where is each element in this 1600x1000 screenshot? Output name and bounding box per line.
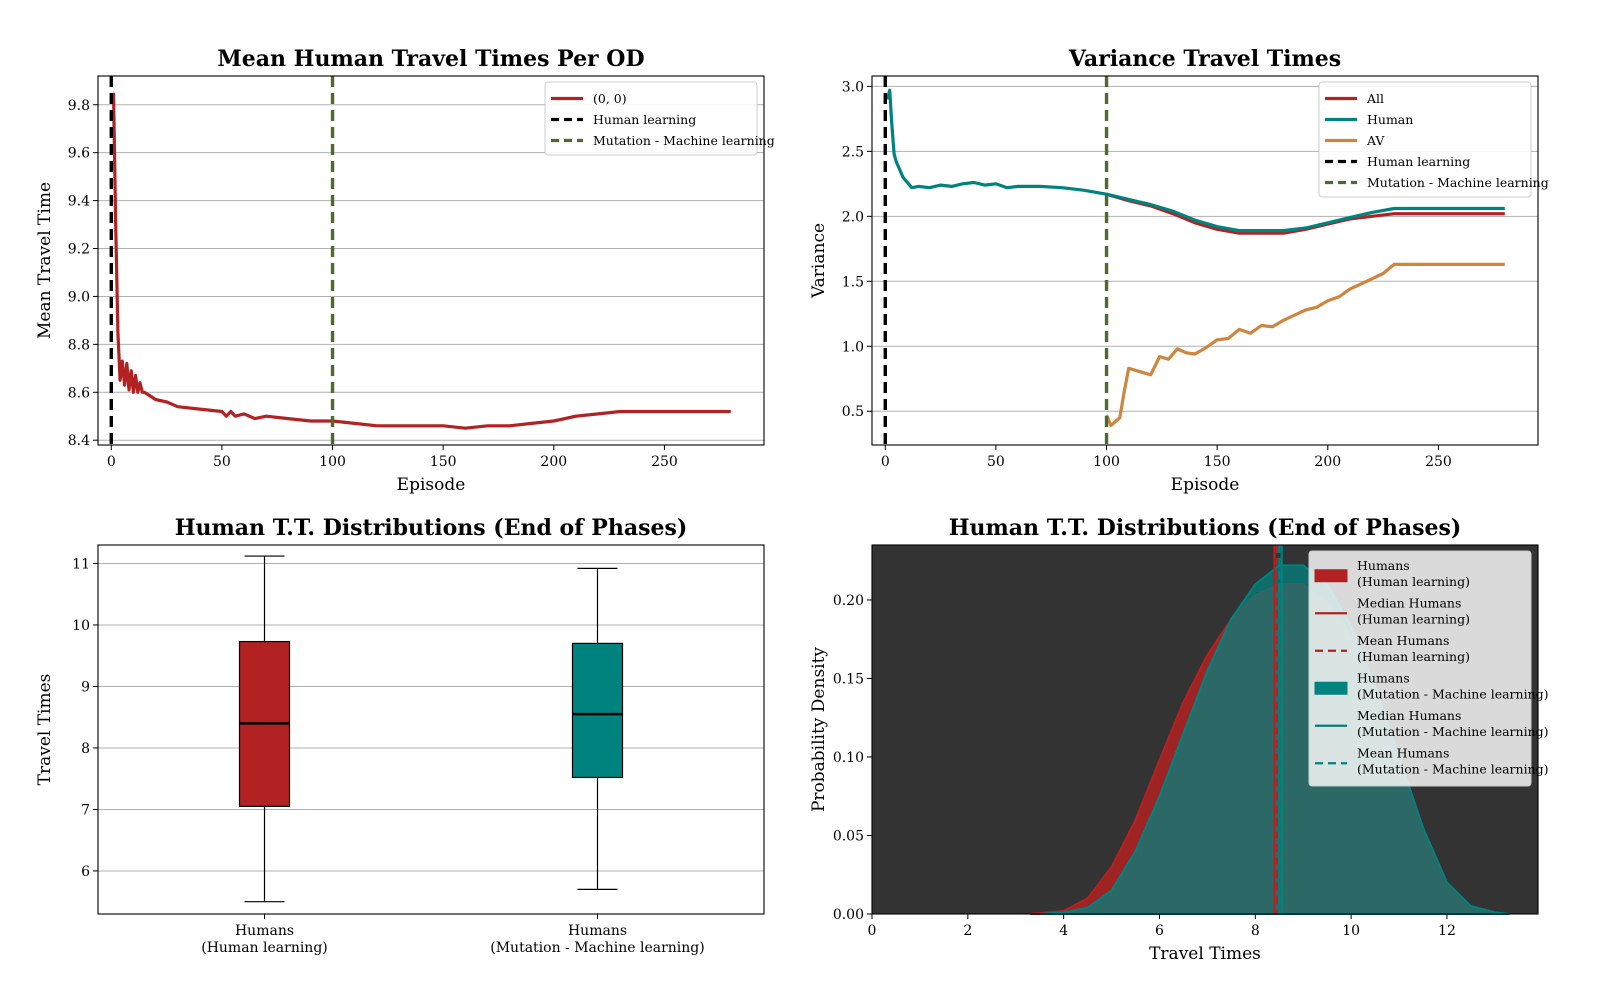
y-tick-label: 9 [81,679,90,695]
x-tick-label: 100 [1093,454,1120,470]
y-tick-label: 10 [72,618,90,634]
y-tick-label: 3.0 [842,79,864,95]
y-tick-label: 2.5 [842,144,864,160]
legend-box [544,81,758,156]
legend-label: Human learning [593,112,696,127]
y-tick-label: 8.6 [68,385,90,401]
x-tick-label: 150 [1204,454,1231,470]
x-axis-label: Episode [397,475,466,495]
x-tick-label: 2 [963,923,972,939]
chart-title: Variance Travel Times [1068,46,1341,72]
y-tick-label: 8.4 [68,433,90,449]
x-tick-label: 200 [540,454,567,470]
legend-label: Mutation - Machine learning [1367,175,1549,190]
legend-box [1318,81,1532,198]
chart-title: Human T.T. Distributions (End of Phases) [949,515,1462,541]
x-tick-label: Humans [235,923,294,939]
x-tick-label: 8 [1251,923,1260,939]
legend-label: Humans (Human learning) [1357,558,1470,589]
legend-label: Mean Humans (Human learning) [1357,633,1470,664]
legend-label: Median Humans (Mutation - Machine learnin… [1357,708,1549,739]
x-tick-label: Humans [568,923,627,939]
x-tick-label: 0 [107,454,116,470]
legend-box [1308,550,1532,787]
x-axis-label: Travel Times [1149,944,1261,964]
x-tick-label: 250 [1425,454,1452,470]
plot-frame [871,544,1539,915]
y-tick-label: 1.0 [842,339,864,355]
y-tick-label: 6 [81,864,90,880]
x-tick-label: 50 [987,454,1005,470]
y-tick-label: 8.8 [68,337,90,353]
y-tick-label: 9.6 [68,146,90,162]
x-tick-label: 100 [319,454,346,470]
y-tick-label: 7 [81,802,90,818]
legend-label: (0, 0) [593,91,627,106]
plot-frame [97,544,765,915]
legend-label: Mean Humans (Mutation - Machine learning) [1357,746,1549,777]
x-tick-label: 250 [651,454,678,470]
x-tick-label: 50 [213,454,231,470]
y-tick-label: 0.15 [833,671,864,687]
x-tick-label: 4 [1059,923,1068,939]
legend-label: Human learning [1367,154,1470,169]
legend-label: Mutation - Machine learning [593,133,775,148]
y-axis-label: Probability Density [809,647,829,812]
chart-title: Mean Human Travel Times Per OD [217,46,644,72]
y-tick-label: 9.8 [68,98,90,114]
y-tick-label: 11 [72,556,90,572]
x-tick-label: 0 [881,454,890,470]
y-tick-label: 0.00 [833,907,864,923]
plot-frame [871,75,1539,446]
x-tick-label: (Human learning) [201,940,328,956]
x-tick-label: 150 [430,454,457,470]
legend-label: All [1366,91,1384,106]
x-tick-label: 12 [1438,923,1456,939]
x-tick-label: (Mutation - Machine learning) [490,940,704,956]
y-tick-label: 0.05 [833,828,864,844]
legend-label: Humans (Mutation - Machine learning) [1357,671,1549,702]
y-tick-label: 9.2 [68,242,90,258]
legend-label: AV [1366,133,1385,148]
y-tick-label: 0.20 [833,593,864,609]
legend-label: Median Humans (Human learning) [1357,596,1470,627]
y-axis-label: Variance [809,223,829,299]
series-line--0-0- [111,92,731,430]
x-tick-label: 10 [1342,923,1360,939]
box-body [571,642,624,779]
chart-title: Human T.T. Distributions (End of Phases) [175,515,688,541]
y-tick-label: 0.10 [833,750,864,766]
y-axis-label: Mean Travel Time [35,182,55,339]
legend-swatch [1314,681,1348,695]
y-tick-label: 2.0 [842,209,864,225]
x-tick-label: 0 [868,923,877,939]
y-tick-label: 0.5 [842,404,864,420]
y-tick-label: 8 [81,741,90,757]
x-tick-label: 6 [1155,923,1164,939]
series-line-av [1105,262,1505,428]
x-axis-label: Episode [1171,475,1240,495]
y-tick-label: 9.0 [68,289,90,305]
y-tick-label: 1.5 [842,274,864,290]
legend-label: Human [1367,112,1413,127]
plot-frame [97,75,765,446]
box-1 [238,555,291,903]
series-line-human [885,88,1505,233]
y-axis-label: Travel Times [35,674,55,786]
legend-swatch [1314,569,1348,583]
y-tick-label: 9.4 [68,194,90,210]
x-tick-label: 200 [1314,454,1341,470]
box-2 [571,567,624,891]
